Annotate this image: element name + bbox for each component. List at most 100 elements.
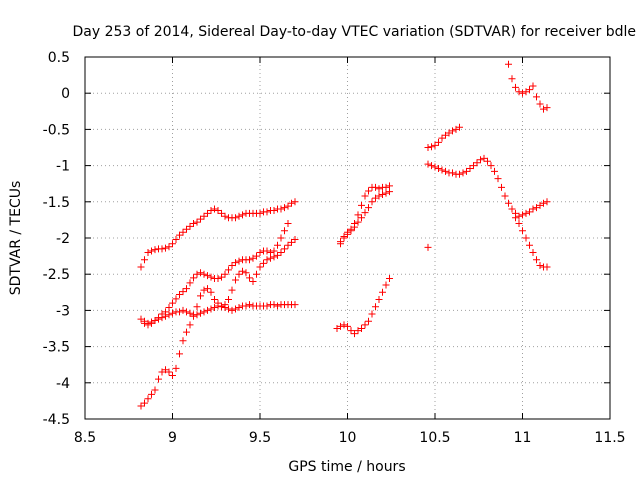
y-tick-label: -1.5: [43, 195, 70, 211]
data-point: [211, 296, 218, 304]
series-arc-1: [137, 198, 299, 271]
data-point: [235, 304, 243, 312]
data-point: [340, 234, 348, 242]
data-point: [225, 296, 232, 304]
y-tick-label: -3.5: [43, 340, 70, 356]
data-point: [183, 308, 190, 316]
data-point: [529, 82, 537, 90]
data-point: [137, 263, 145, 271]
data-point: [522, 209, 530, 217]
data-point: [442, 167, 449, 175]
data-point: [155, 375, 162, 383]
data-point: [494, 175, 502, 183]
data-point: [200, 212, 208, 220]
data-point: [144, 248, 152, 256]
data-point: [221, 212, 229, 220]
data-point: [337, 322, 344, 330]
data-point: [281, 245, 288, 253]
data-point: [267, 248, 274, 256]
data-point: [505, 199, 512, 207]
data-point: [543, 198, 551, 206]
data-point: [204, 272, 211, 280]
y-tick-label: -0.5: [43, 122, 70, 138]
data-point: [529, 205, 537, 213]
data-point: [165, 243, 173, 251]
data-point: [183, 328, 190, 336]
data-point: [533, 256, 540, 264]
data-point: [480, 154, 488, 162]
data-point: [155, 314, 162, 322]
data-point: [200, 286, 208, 294]
data-point: [463, 167, 470, 175]
data-point: [288, 238, 295, 246]
data-point: [165, 311, 173, 319]
data-point: [337, 240, 344, 248]
x-tick-label: 10: [339, 430, 357, 446]
data-point: [162, 308, 169, 316]
data-point: [256, 248, 264, 256]
data-point: [169, 240, 176, 248]
data-point: [456, 123, 463, 131]
x-tick-label: 8.5: [74, 430, 96, 446]
data-point: [347, 227, 355, 235]
data-point: [431, 141, 439, 149]
data-point: [256, 209, 264, 217]
data-point: [204, 209, 211, 217]
data-point: [235, 212, 243, 220]
data-point: [449, 169, 456, 177]
data-point: [386, 275, 393, 283]
data-point: [200, 270, 208, 278]
data-point: [361, 209, 369, 217]
data-point: [281, 227, 288, 235]
data-point: [214, 275, 222, 283]
data-point: [221, 270, 229, 278]
data-point: [172, 295, 180, 303]
data-point: [225, 305, 232, 313]
data-point: [508, 75, 516, 83]
data-point: [179, 337, 187, 345]
data-point: [253, 252, 260, 260]
y-tick-label: 0: [61, 86, 70, 102]
data-point: [340, 321, 348, 329]
data-point: [235, 257, 243, 265]
data-point: [291, 235, 299, 243]
data-point: [375, 192, 383, 200]
data-point: [505, 60, 512, 68]
data-point: [207, 288, 215, 296]
x-tick-label: 11: [514, 430, 532, 446]
data-point: [186, 279, 194, 287]
x-axis-label: GPS time / hours: [288, 459, 405, 475]
data-point: [228, 286, 236, 294]
data-point: [179, 306, 187, 314]
data-point: [204, 285, 211, 293]
data-point: [260, 259, 267, 267]
data-point: [375, 296, 383, 304]
data-point: [169, 299, 176, 307]
data-point: [519, 211, 526, 219]
data-point: [151, 386, 159, 394]
y-tick-label: 0.5: [48, 50, 70, 66]
series-arc-9: [424, 154, 551, 220]
data-point: [365, 204, 372, 212]
data-point: [529, 248, 537, 256]
y-tick-label: -2: [56, 231, 70, 247]
data-point: [190, 220, 197, 228]
data-point: [487, 162, 495, 170]
data-point: [375, 185, 383, 193]
data-point: [277, 248, 285, 256]
data-point: [512, 214, 519, 222]
data-point: [382, 281, 390, 289]
data-point: [540, 105, 547, 113]
data-point: [183, 225, 190, 233]
data-point: [176, 350, 183, 358]
data-point: [498, 183, 505, 191]
data-point: [183, 285, 190, 293]
data-point: [214, 299, 222, 307]
data-point: [361, 321, 369, 329]
data-point: [197, 269, 204, 277]
series-arc-4: [141, 220, 292, 329]
data-point: [193, 303, 201, 311]
data-point: [162, 244, 169, 252]
data-point: [211, 304, 218, 312]
data-point: [246, 256, 253, 264]
